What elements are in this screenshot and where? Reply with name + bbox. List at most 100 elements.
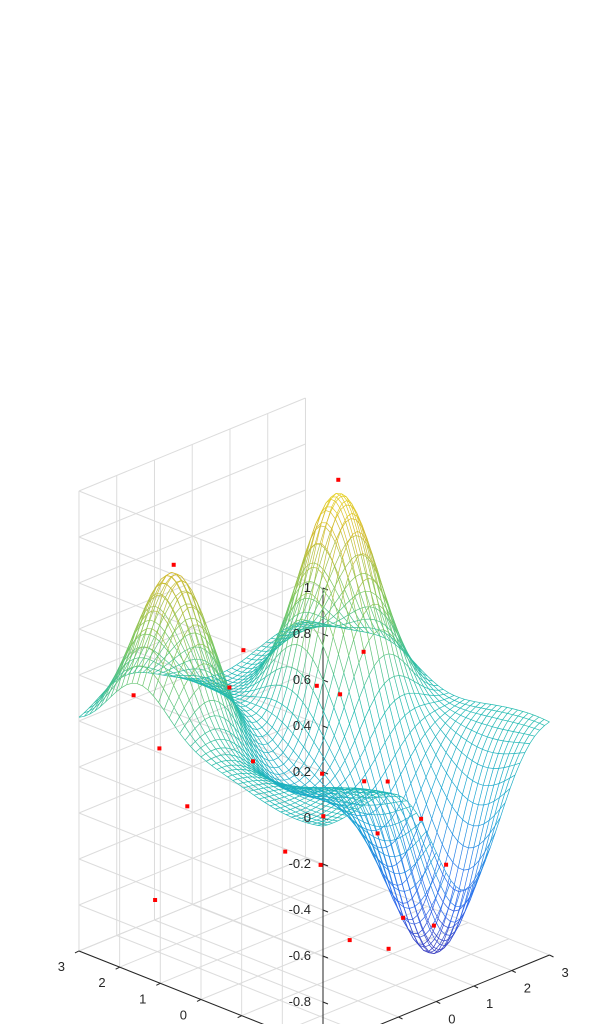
mesh-line-y	[385, 713, 390, 734]
mesh-line-x	[315, 563, 320, 566]
mesh-line-y	[519, 733, 524, 734]
mesh-line-y	[261, 646, 266, 647]
data-point	[320, 772, 324, 776]
mesh-line-y	[326, 806, 331, 808]
mesh-line-y	[240, 696, 245, 697]
mesh-line-x	[410, 869, 415, 886]
mesh-line-y	[384, 684, 389, 707]
mesh-line-x	[205, 717, 210, 720]
mesh-line-y	[252, 660, 257, 661]
mesh-line-y	[333, 820, 338, 821]
mesh-line-y	[195, 729, 200, 738]
mesh-line-y	[410, 711, 415, 726]
mesh-line-y	[272, 714, 277, 718]
mesh-line-x	[467, 730, 472, 740]
mesh-line-x	[332, 814, 337, 817]
mesh-line-y	[513, 722, 518, 723]
mesh-line-x	[492, 719, 497, 727]
mesh-line-y	[434, 947, 439, 950]
mesh-line-x	[279, 793, 284, 794]
mesh-line-x	[321, 806, 326, 809]
mesh-line-x	[415, 722, 420, 727]
mesh-line-y	[407, 852, 412, 872]
mesh-line-x	[293, 740, 298, 751]
mesh-line-x	[339, 635, 344, 655]
mesh-line-x	[440, 706, 445, 709]
mesh-line-x	[518, 718, 523, 724]
mesh-line-y	[430, 728, 435, 737]
mesh-line-x	[252, 655, 257, 659]
mesh-line-y	[293, 751, 298, 757]
mesh-line-y	[404, 907, 409, 908]
mesh-line-y	[318, 825, 323, 826]
mesh-line-y	[300, 806, 305, 808]
mesh-line-y	[399, 891, 404, 892]
mesh-line-y	[324, 738, 329, 748]
mesh-line-x	[463, 824, 468, 846]
mesh-line-x	[530, 736, 535, 743]
data-point	[386, 780, 390, 784]
mesh-line-y	[302, 647, 307, 652]
mesh-line-y	[432, 819, 437, 833]
mesh-line-y	[170, 596, 175, 604]
mesh-line-x	[466, 712, 471, 718]
mesh-line-y	[404, 890, 409, 892]
mesh-line-y	[499, 768, 504, 769]
mesh-line-y	[274, 795, 279, 798]
mesh-line-x	[349, 623, 354, 628]
mesh-line-y	[523, 718, 528, 720]
mesh-line-x	[416, 763, 421, 773]
mesh-line-x	[411, 748, 416, 756]
mesh-line-x	[212, 763, 217, 765]
mesh-line-y	[429, 703, 434, 711]
mesh-line-x	[432, 803, 437, 819]
mesh-line-y	[261, 707, 266, 710]
mesh-line-y	[434, 702, 439, 708]
mesh-line-y	[404, 676, 409, 693]
mesh-line-x	[242, 658, 247, 662]
mesh-line-y	[254, 795, 259, 799]
mesh-line-y	[327, 523, 332, 529]
mesh-line-x	[379, 684, 384, 691]
mesh-line-x	[185, 734, 190, 740]
mesh-line-y	[395, 755, 400, 775]
mesh-line-y	[390, 734, 395, 755]
mesh-line-x	[456, 887, 461, 890]
mesh-line-x	[346, 505, 351, 519]
mesh-line-y	[518, 716, 523, 718]
mesh-line-x	[483, 751, 488, 766]
mesh-line-x	[215, 716, 220, 717]
mesh-line-y	[438, 893, 443, 903]
mesh-line-x	[332, 541, 337, 561]
mesh-line-y	[486, 709, 491, 710]
mesh-line-y	[354, 711, 359, 730]
mesh-line-y	[452, 806, 457, 814]
mesh-line-x	[268, 740, 273, 744]
mesh-line-x	[153, 680, 158, 695]
mesh-line-y	[242, 667, 247, 668]
mesh-line-y	[257, 730, 262, 737]
mesh-line-y	[282, 722, 287, 727]
mesh-line-x	[404, 693, 409, 694]
x-tick-mark	[436, 1002, 440, 1004]
mesh-line-x	[488, 739, 493, 752]
mesh-line-y	[199, 687, 204, 703]
mesh-line-y	[270, 806, 275, 809]
mesh-line-y	[262, 718, 267, 723]
mesh-line-x	[290, 803, 295, 805]
mesh-line-x	[201, 754, 206, 757]
data-point	[362, 779, 366, 783]
mesh-line-y	[476, 713, 481, 714]
mesh-line-y	[330, 767, 335, 776]
mesh-line-x	[431, 862, 436, 874]
mesh-line-y	[421, 763, 426, 777]
mesh-line-x	[359, 686, 364, 698]
mesh-line-y	[179, 697, 184, 708]
mesh-line-x	[478, 766, 483, 783]
mesh-line-y	[420, 706, 425, 717]
mesh-line-y	[189, 654, 194, 671]
data-point	[401, 916, 405, 920]
mesh-line-y	[390, 811, 395, 813]
mesh-line-y	[220, 739, 225, 748]
